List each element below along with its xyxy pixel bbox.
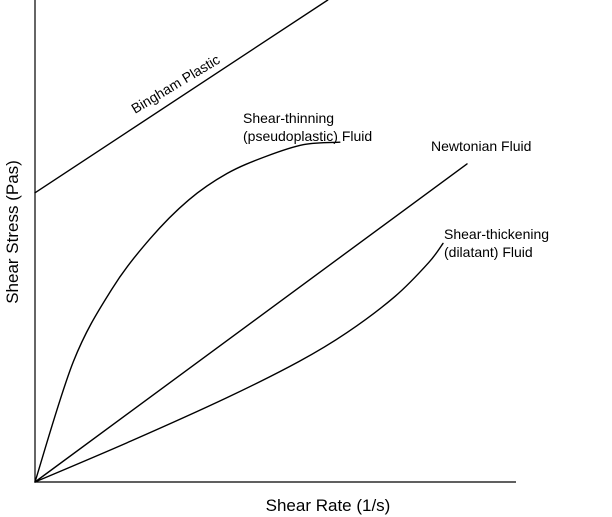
bingham-plastic-label-line: Bingham Plastic (128, 51, 222, 116)
newtonian-line (34, 163, 468, 483)
newtonian-label-line: Newtonian Fluid (431, 138, 531, 154)
shear-thickening-label-line: Shear-thickening (444, 226, 549, 242)
shear-thickening-label-line: (dilatant) Fluid (444, 244, 533, 260)
bingham-plastic-label: Bingham Plastic (128, 51, 222, 116)
shear-thinning-line (34, 141, 341, 483)
shear-thinning-label-line: (pseudoplastic) Fluid (243, 128, 372, 144)
shear-thinning-label-line: Shear-thinning (243, 110, 334, 126)
shear-thickening-line (34, 242, 444, 483)
series-labels: Bingham Plastic Shear-thinning (pseudoplas… (128, 51, 549, 260)
x-axis-title: Shear Rate (1/s) (266, 496, 391, 515)
y-axis-title: Shear Stress (Pas) (3, 160, 22, 304)
shear-thinning-label: Shear-thinning (pseudoplastic) Fluid (243, 110, 372, 144)
shear-thickening-label: Shear-thickening (dilatant) Fluid (444, 226, 549, 260)
newtonian-label: Newtonian Fluid (431, 138, 531, 154)
bingham-plastic-line (34, 0, 329, 194)
series-layer (34, 0, 468, 483)
